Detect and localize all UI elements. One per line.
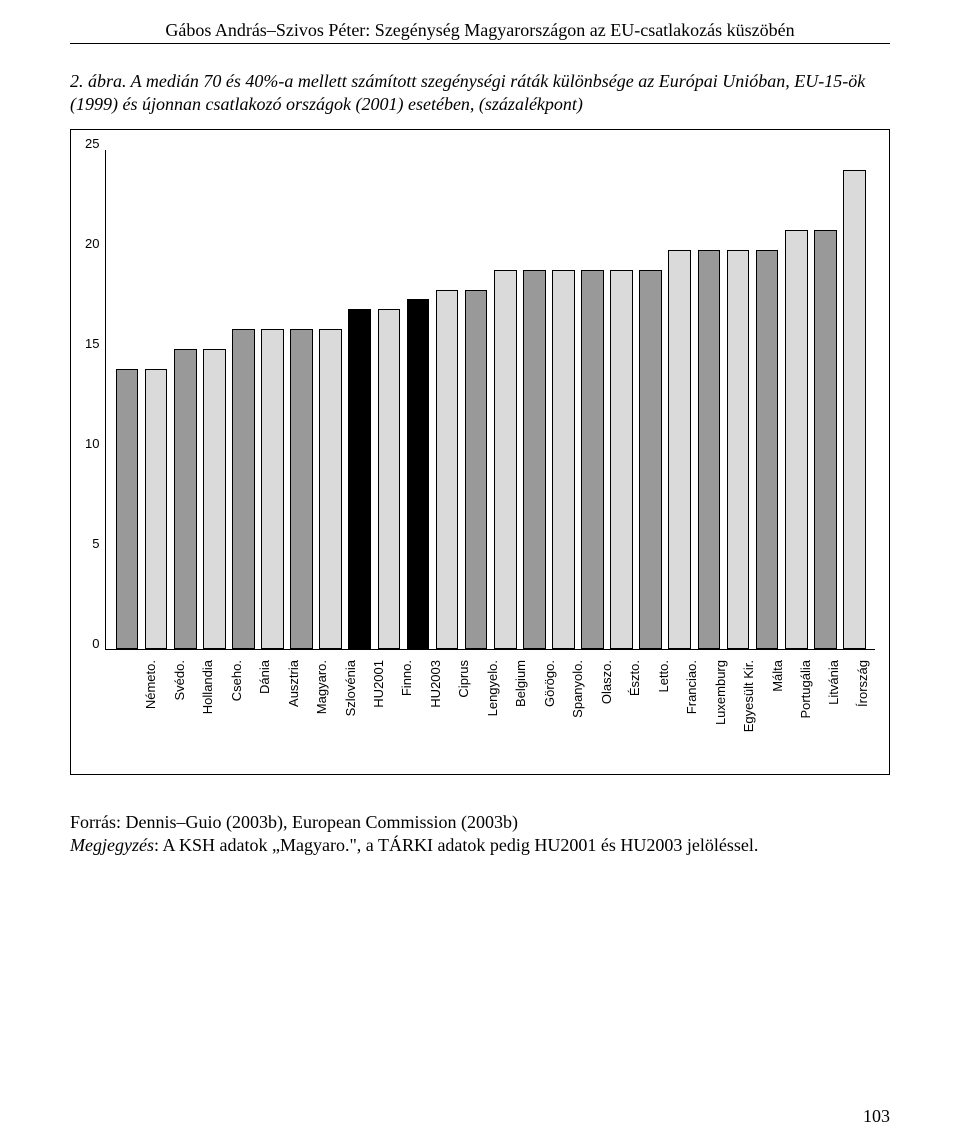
bar [639, 270, 662, 649]
x-tick-label: HU2001 [357, 654, 385, 764]
x-tick-label: Luxemburg [698, 654, 726, 764]
bar-slot [811, 150, 840, 649]
bar [348, 309, 371, 648]
bar-slot [462, 150, 491, 649]
x-tick-label: Magyaro. [300, 654, 328, 764]
page-number: 103 [863, 1106, 890, 1127]
bar [174, 349, 197, 648]
x-tick-label: Franciao. [670, 654, 698, 764]
bar-slot [694, 150, 723, 649]
x-tick-label: Spanyolo. [556, 654, 584, 764]
bar-slot [753, 150, 782, 649]
bar-slot [316, 150, 345, 649]
bar-slot [491, 150, 520, 649]
bar [668, 250, 691, 649]
x-tick-label: Ausztria [271, 654, 299, 764]
bar-slot [578, 150, 607, 649]
bar-slot [782, 150, 811, 649]
x-axis-labels: Németo.Svédo.HollandiaCseho.DániaAusztri… [123, 650, 875, 764]
figure-footer: Forrás: Dennis–Guio (2003b), European Co… [70, 811, 890, 858]
bar [465, 290, 488, 649]
source-text: : Dennis–Guio (2003b), European Commissi… [116, 812, 518, 832]
x-tick-label: Belgium [499, 654, 527, 764]
x-tick-label: Németo. [129, 654, 157, 764]
x-tick-label: Letto. [641, 654, 669, 764]
bar-slot [433, 150, 462, 649]
x-tick-label: Málta [755, 654, 783, 764]
x-tick-label: HU2003 [414, 654, 442, 764]
bar [319, 329, 342, 648]
bar-slot [665, 150, 694, 649]
bar [814, 230, 837, 649]
chart-plot: 2520151050 [85, 150, 875, 650]
x-tick-label: Lengyelo. [471, 654, 499, 764]
x-tick-label: Görögo. [528, 654, 556, 764]
bar [116, 369, 139, 648]
bar-slot [403, 150, 432, 649]
bar [232, 329, 255, 648]
bar-slot [171, 150, 200, 649]
source-label: Forrás [70, 812, 116, 832]
x-tick-label: Litvánia [812, 654, 840, 764]
x-tick-label: Dánia [243, 654, 271, 764]
bar-slot [636, 150, 665, 649]
x-tick-label: Finno. [385, 654, 413, 764]
bar-slot [287, 150, 316, 649]
bar [145, 369, 168, 648]
chart-frame: 2520151050 Németo.Svédo.HollandiaCseho.D… [70, 129, 890, 775]
bar-slot [840, 150, 869, 649]
figure-caption: 2. ábra. A medián 70 és 40%-a mellett sz… [70, 70, 890, 117]
bar [610, 270, 633, 649]
x-tick-label: Észto. [613, 654, 641, 764]
bar-series [106, 150, 875, 649]
bar-slot [549, 150, 578, 649]
bar [523, 270, 546, 649]
bar-slot [345, 150, 374, 649]
bar [756, 250, 779, 649]
bar-slot [258, 150, 287, 649]
x-tick-label: Ciprus [442, 654, 470, 764]
bar [552, 270, 575, 649]
x-tick-label: Hollandia [186, 654, 214, 764]
x-tick-label: Egyesült Kir. [727, 654, 755, 764]
x-tick-label: Svédo. [157, 654, 185, 764]
x-tick-label: Szlovénia [328, 654, 356, 764]
bar [290, 329, 313, 648]
note-text: : A KSH adatok „Magyaro.", a TÁRKI adato… [154, 835, 758, 855]
y-axis: 2520151050 [85, 150, 105, 650]
bar-slot [607, 150, 636, 649]
note-label: Megjegyzés [70, 835, 154, 855]
bar [581, 270, 604, 649]
bar-slot [112, 150, 141, 649]
bar [698, 250, 721, 649]
bar-slot [374, 150, 403, 649]
bar [203, 349, 226, 648]
bar [378, 309, 401, 648]
bar [785, 230, 808, 649]
x-tick-label: Cseho. [214, 654, 242, 764]
bar [261, 329, 284, 648]
bar-slot [520, 150, 549, 649]
bar-slot [723, 150, 752, 649]
bar [494, 270, 517, 649]
bar [407, 299, 430, 648]
page-header: Gábos András–Szivos Péter: Szegénység Ma… [70, 20, 890, 44]
bar [727, 250, 750, 649]
bar-slot [229, 150, 258, 649]
x-tick-label: Olaszo. [585, 654, 613, 764]
bar-slot [142, 150, 171, 649]
bar [436, 290, 459, 649]
plot-area [105, 150, 875, 650]
x-tick-label: Írország [841, 654, 869, 764]
bar [843, 170, 866, 649]
x-tick-label: Portugália [784, 654, 812, 764]
bar-slot [200, 150, 229, 649]
